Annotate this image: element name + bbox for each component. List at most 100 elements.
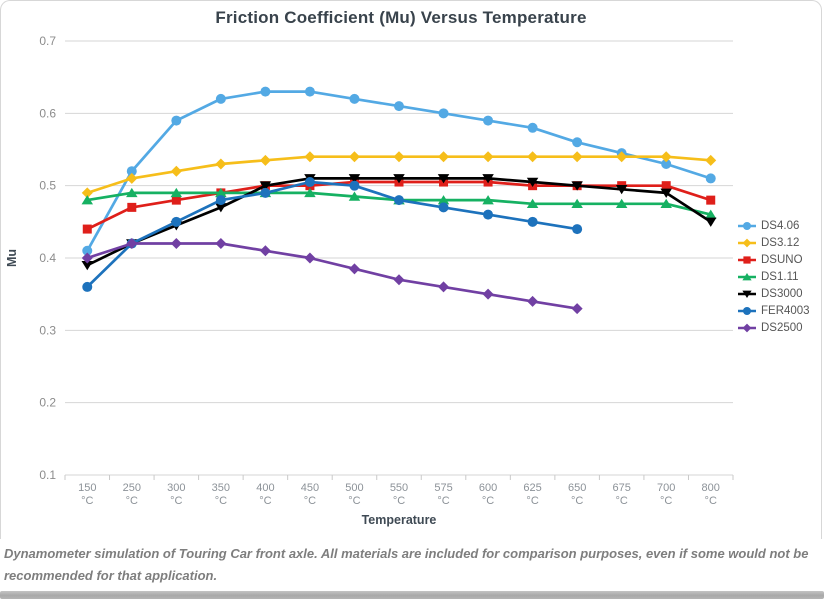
series-marker-DS3000 <box>704 217 717 227</box>
series-marker-DSUNO <box>82 224 92 234</box>
series-marker-DS3000 <box>660 188 672 198</box>
series-marker-DS1.11 <box>660 198 672 208</box>
series-marker-DS2500 <box>170 238 182 250</box>
series-marker-DS1.11 <box>170 187 183 198</box>
series-marker-DS3000 <box>259 181 272 191</box>
series-marker-FER4003 <box>304 177 315 188</box>
y-tick-label: 0.6 <box>39 106 56 120</box>
series-marker-DSUNO <box>171 195 181 205</box>
series-marker-DSUNO <box>127 202 137 212</box>
x-tick-label: 700 °C <box>657 482 675 507</box>
series-marker-DS4.06 <box>572 137 583 148</box>
series-marker-DS2500 <box>215 238 227 250</box>
series-marker-DS3000 <box>393 174 405 184</box>
series-marker-DS4.06 <box>260 86 271 97</box>
series-marker-DS1.11 <box>126 187 138 198</box>
legend-marker-DS2500 <box>742 323 752 332</box>
series-marker-DS4.06 <box>126 166 137 177</box>
series-marker-DS3000 <box>437 174 450 184</box>
legend-label: DS3000 <box>761 287 803 300</box>
series-marker-DS4.06 <box>705 173 716 184</box>
series-marker-DS2500 <box>527 295 539 307</box>
series-marker-DS3000 <box>482 174 494 184</box>
series-marker-DS2500 <box>348 263 360 275</box>
series-marker-DS3000 <box>615 185 628 195</box>
legend-item-DS3.12[interactable]: DS3.12 <box>737 234 810 251</box>
series-marker-DSUNO <box>661 181 671 191</box>
x-tick-label: 300 °C <box>167 482 185 507</box>
footer-note: Dynamometer simulation of Touring Car fr… <box>4 546 809 584</box>
legend-label: DS3.12 <box>761 236 800 249</box>
series-marker-DS1.11 <box>571 198 583 208</box>
series-marker-DS1.11 <box>704 209 717 219</box>
legend-label: FER4003 <box>761 304 810 317</box>
series-marker-DS1.11 <box>482 195 494 205</box>
x-tick-label: 400 °C <box>256 482 274 507</box>
series-marker-DS4.06 <box>304 86 315 97</box>
x-tick-label: 500 °C <box>345 482 363 507</box>
legend-marker-DSUNO <box>743 255 751 264</box>
y-axis-title: Mu <box>5 249 19 267</box>
series-marker-DS3.12 <box>527 151 539 163</box>
series-marker-DS4.06 <box>483 115 494 126</box>
y-tick-label: 0.5 <box>39 179 56 193</box>
series-marker-DS2500 <box>393 274 405 286</box>
legend-marker-icon <box>738 306 756 315</box>
legend-marker-DS1.11 <box>742 272 752 280</box>
series-marker-DS4.06 <box>394 101 404 112</box>
series-marker-DS1.11 <box>615 198 628 208</box>
legend-item-DS3000[interactable]: DS3000 <box>737 285 810 302</box>
series-marker-DS3.12 <box>705 154 717 166</box>
series-marker-DS3.12 <box>259 154 271 166</box>
series-marker-DS4.06 <box>171 115 182 126</box>
y-tick-label: 0.4 <box>39 251 56 265</box>
x-tick-label: 550 °C <box>390 482 408 507</box>
legend-label: DS1.11 <box>761 270 799 283</box>
series-marker-DS4.06 <box>349 93 360 104</box>
series-marker-DS1.11 <box>81 195 94 205</box>
legend-item-DSUNO[interactable]: DSUNO <box>737 251 810 268</box>
legend-marker-icon <box>738 238 756 247</box>
series-marker-DS3000 <box>348 174 361 184</box>
x-tick-label: 450 °C <box>301 482 319 507</box>
series-marker-DS3.12 <box>304 151 316 163</box>
series-marker-DS3.12 <box>393 151 405 163</box>
legend-marker-icon <box>738 272 756 280</box>
chart-title: Friction Coefficient (Mu) Versus Tempera… <box>215 8 587 27</box>
legend-item-DS4.06[interactable]: DS4.06 <box>737 217 810 234</box>
series-marker-DS1.11 <box>215 187 227 198</box>
legend-marker-icon <box>738 221 756 230</box>
series-marker-FER4003 <box>438 202 449 213</box>
series-marker-FER4003 <box>349 180 360 191</box>
legend-item-DS2500[interactable]: DS2500 <box>737 319 810 336</box>
series-marker-FER4003 <box>171 216 182 227</box>
series-marker-DS3000 <box>81 260 94 271</box>
series-marker-DS2500 <box>304 252 316 264</box>
legend-item-FER4003[interactable]: FER4003 <box>737 302 810 319</box>
series-marker-DS2500 <box>259 245 271 257</box>
legend-item-DS1.11[interactable]: DS1.11 <box>737 268 810 285</box>
series-marker-DS3000 <box>215 203 227 213</box>
series-marker-DS3000 <box>571 181 583 191</box>
series-marker-DS4.06 <box>661 158 672 169</box>
series-marker-DS3.12 <box>660 151 672 163</box>
x-tick-label: 600 °C <box>479 482 497 507</box>
y-tick-label: 0.2 <box>39 396 56 410</box>
series-marker-DS2500 <box>482 288 494 300</box>
series-marker-DS4.06 <box>82 245 93 256</box>
legend-marker-FER4003 <box>743 306 751 315</box>
x-tick-label: 150 °C <box>78 482 96 507</box>
legend-marker-DS3000 <box>742 290 752 298</box>
chart-legend: DS4.06 DS3.12 DSUNO DS1.11 DS3000 FER4003 DS25… <box>737 217 810 336</box>
x-tick-label: 800 °C <box>702 482 720 507</box>
series-marker-DS3.12 <box>348 151 360 163</box>
series-marker-DS3.12 <box>616 151 628 163</box>
series-marker-FER4003 <box>527 216 538 227</box>
series-marker-FER4003 <box>82 281 93 292</box>
legend-marker-icon <box>738 290 756 298</box>
legend-marker-icon <box>738 255 756 264</box>
y-tick-label: 0.3 <box>39 323 56 337</box>
x-tick-label: 675 °C <box>612 482 630 507</box>
series-marker-DS2500 <box>438 281 450 293</box>
